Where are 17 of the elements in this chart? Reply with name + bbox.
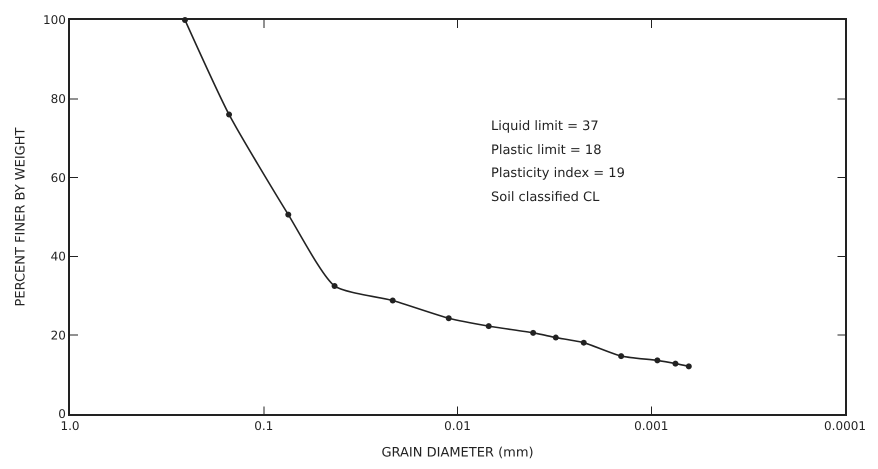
y-tick-label: 40 [50, 250, 66, 264]
annotation: Liquid limit = 37 [491, 119, 599, 134]
x-tick-label: 0.001 [634, 419, 668, 434]
x-tick-label: 0.01 [444, 419, 471, 434]
y-axis-title: PERCENT FINER BY WEIGHT [13, 127, 28, 306]
y-tick-label: 60 [50, 170, 66, 185]
annotation: Plasticity index = 19 [491, 166, 625, 181]
annotation: Plastic limit = 18 [491, 143, 602, 158]
x-tick-label: 0.0001 [824, 419, 866, 434]
annotation: Soil classified CL [491, 190, 600, 205]
x-tick-label: 0.1 [254, 419, 274, 434]
y-tick-label: 80 [50, 92, 66, 106]
x-tick-label: 1.0 [60, 419, 80, 434]
y-tick-label: 100 [42, 13, 66, 28]
y-tick-label: 0 [58, 407, 66, 422]
x-axis-title: GRAIN DIAMETER (mm) [381, 445, 534, 460]
y-tick-label: 20 [50, 328, 66, 342]
